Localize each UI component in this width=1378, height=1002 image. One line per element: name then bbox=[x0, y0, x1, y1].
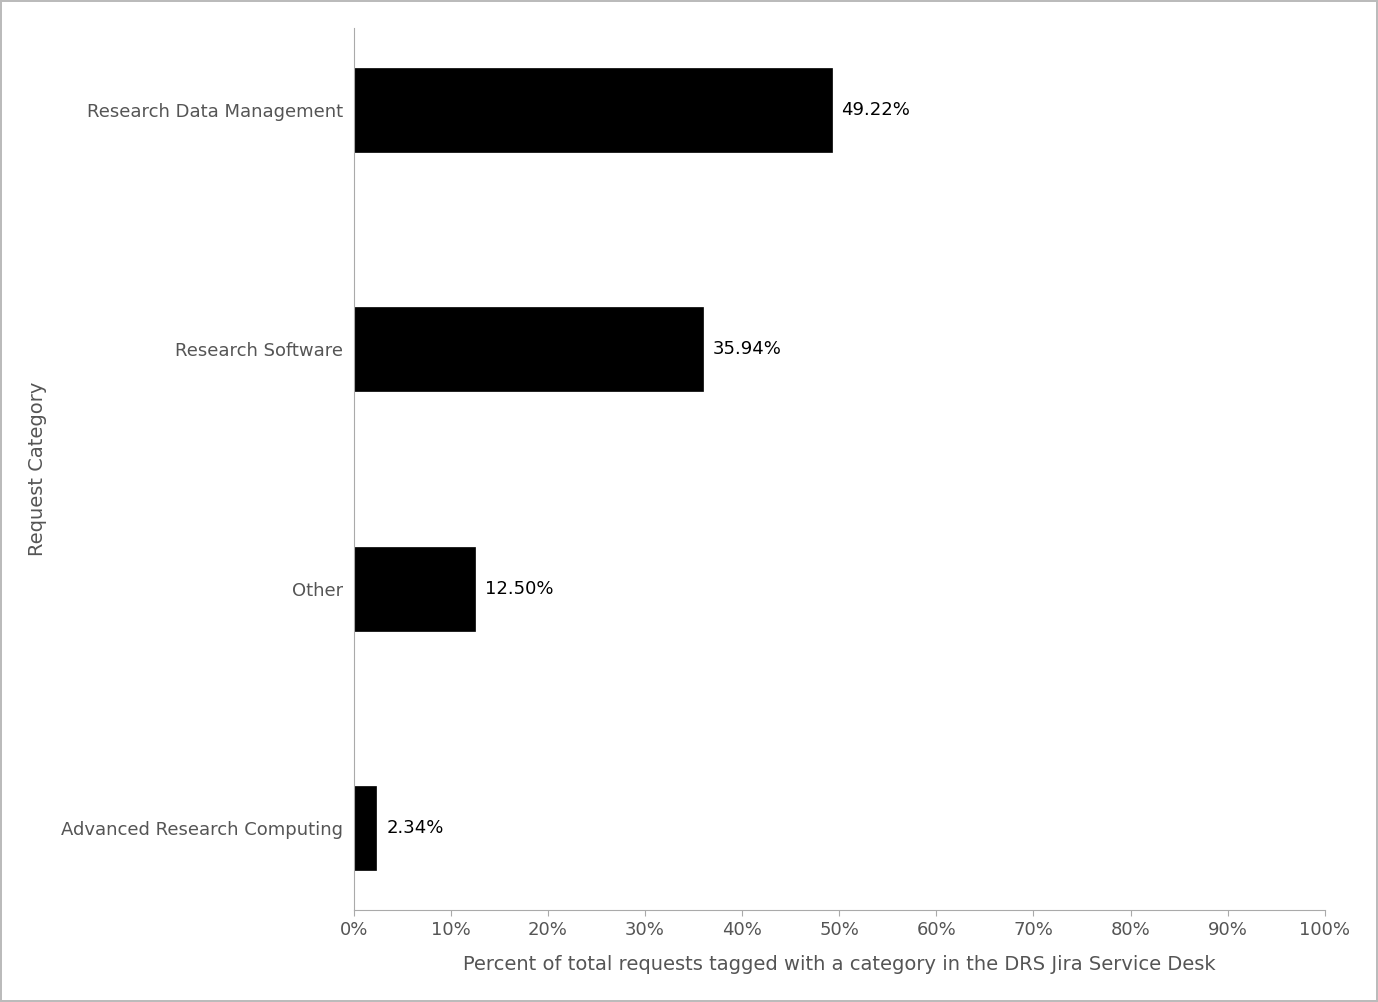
Y-axis label: Request Category: Request Category bbox=[28, 382, 47, 556]
Bar bbox=[354, 547, 475, 630]
Text: 2.34%: 2.34% bbox=[386, 819, 444, 837]
Bar bbox=[354, 68, 832, 151]
Text: 49.22%: 49.22% bbox=[842, 101, 911, 119]
Text: 35.94%: 35.94% bbox=[712, 341, 781, 359]
Bar bbox=[354, 787, 376, 870]
Bar bbox=[354, 308, 703, 391]
X-axis label: Percent of total requests tagged with a category in the DRS Jira Service Desk: Percent of total requests tagged with a … bbox=[463, 955, 1215, 974]
Text: 12.50%: 12.50% bbox=[485, 580, 554, 597]
